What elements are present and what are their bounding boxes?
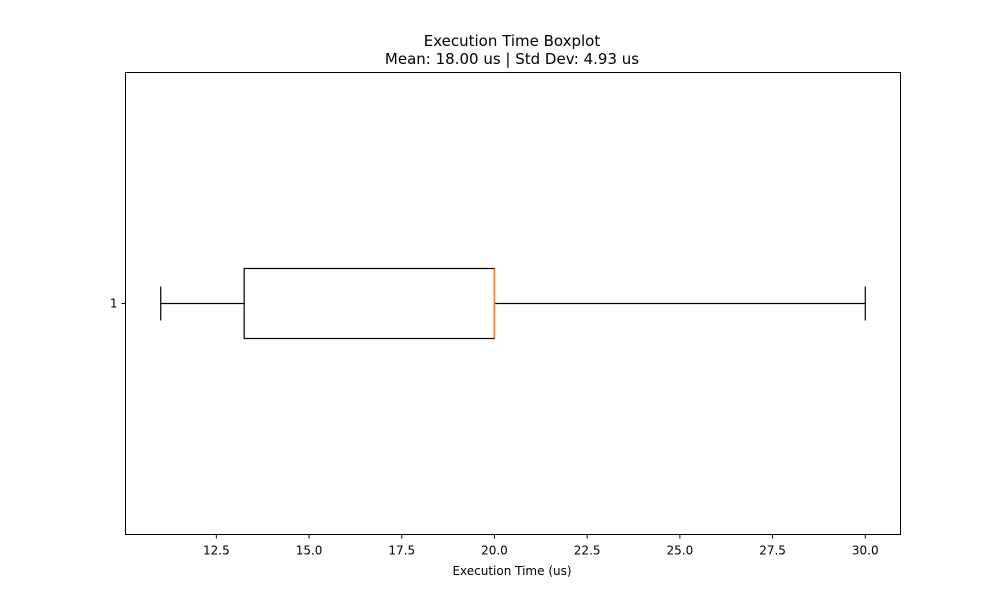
iqr-box	[243, 267, 496, 340]
plot-area: 12.5 15.0 17.5 20.0 22.5 25.0 27.5 30.0 1	[110, 267, 879, 558]
x-tick-label: 22.5	[574, 544, 601, 558]
chart-title: Execution Time Boxplot	[424, 32, 601, 50]
x-axis-label: Execution Time (us)	[452, 564, 571, 578]
x-tick-label: 15.0	[296, 544, 323, 558]
chart-subtitle: Mean: 18.00 us | Std Dev: 4.93 us	[385, 50, 639, 68]
x-tick-label: 25.0	[667, 544, 694, 558]
y-tick-label: 1	[110, 297, 118, 311]
x-tick-label: 27.5	[759, 544, 786, 558]
x-tick-label: 12.5	[203, 544, 230, 558]
x-tick-label: 17.5	[388, 544, 415, 558]
x-tick-label: 30.0	[852, 544, 879, 558]
x-tick-label: 20.0	[481, 544, 508, 558]
plot-frame	[125, 72, 901, 535]
